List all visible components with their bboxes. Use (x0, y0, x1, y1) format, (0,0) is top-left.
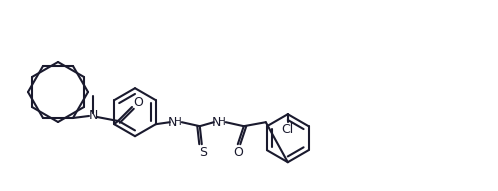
Text: H: H (218, 117, 226, 127)
Text: S: S (199, 146, 207, 159)
Text: O: O (233, 146, 243, 159)
Text: O: O (133, 96, 143, 109)
Text: N: N (168, 116, 177, 129)
Text: Cl: Cl (282, 123, 294, 136)
Text: N: N (212, 116, 222, 129)
Text: H: H (174, 117, 182, 127)
Text: N: N (88, 109, 98, 122)
